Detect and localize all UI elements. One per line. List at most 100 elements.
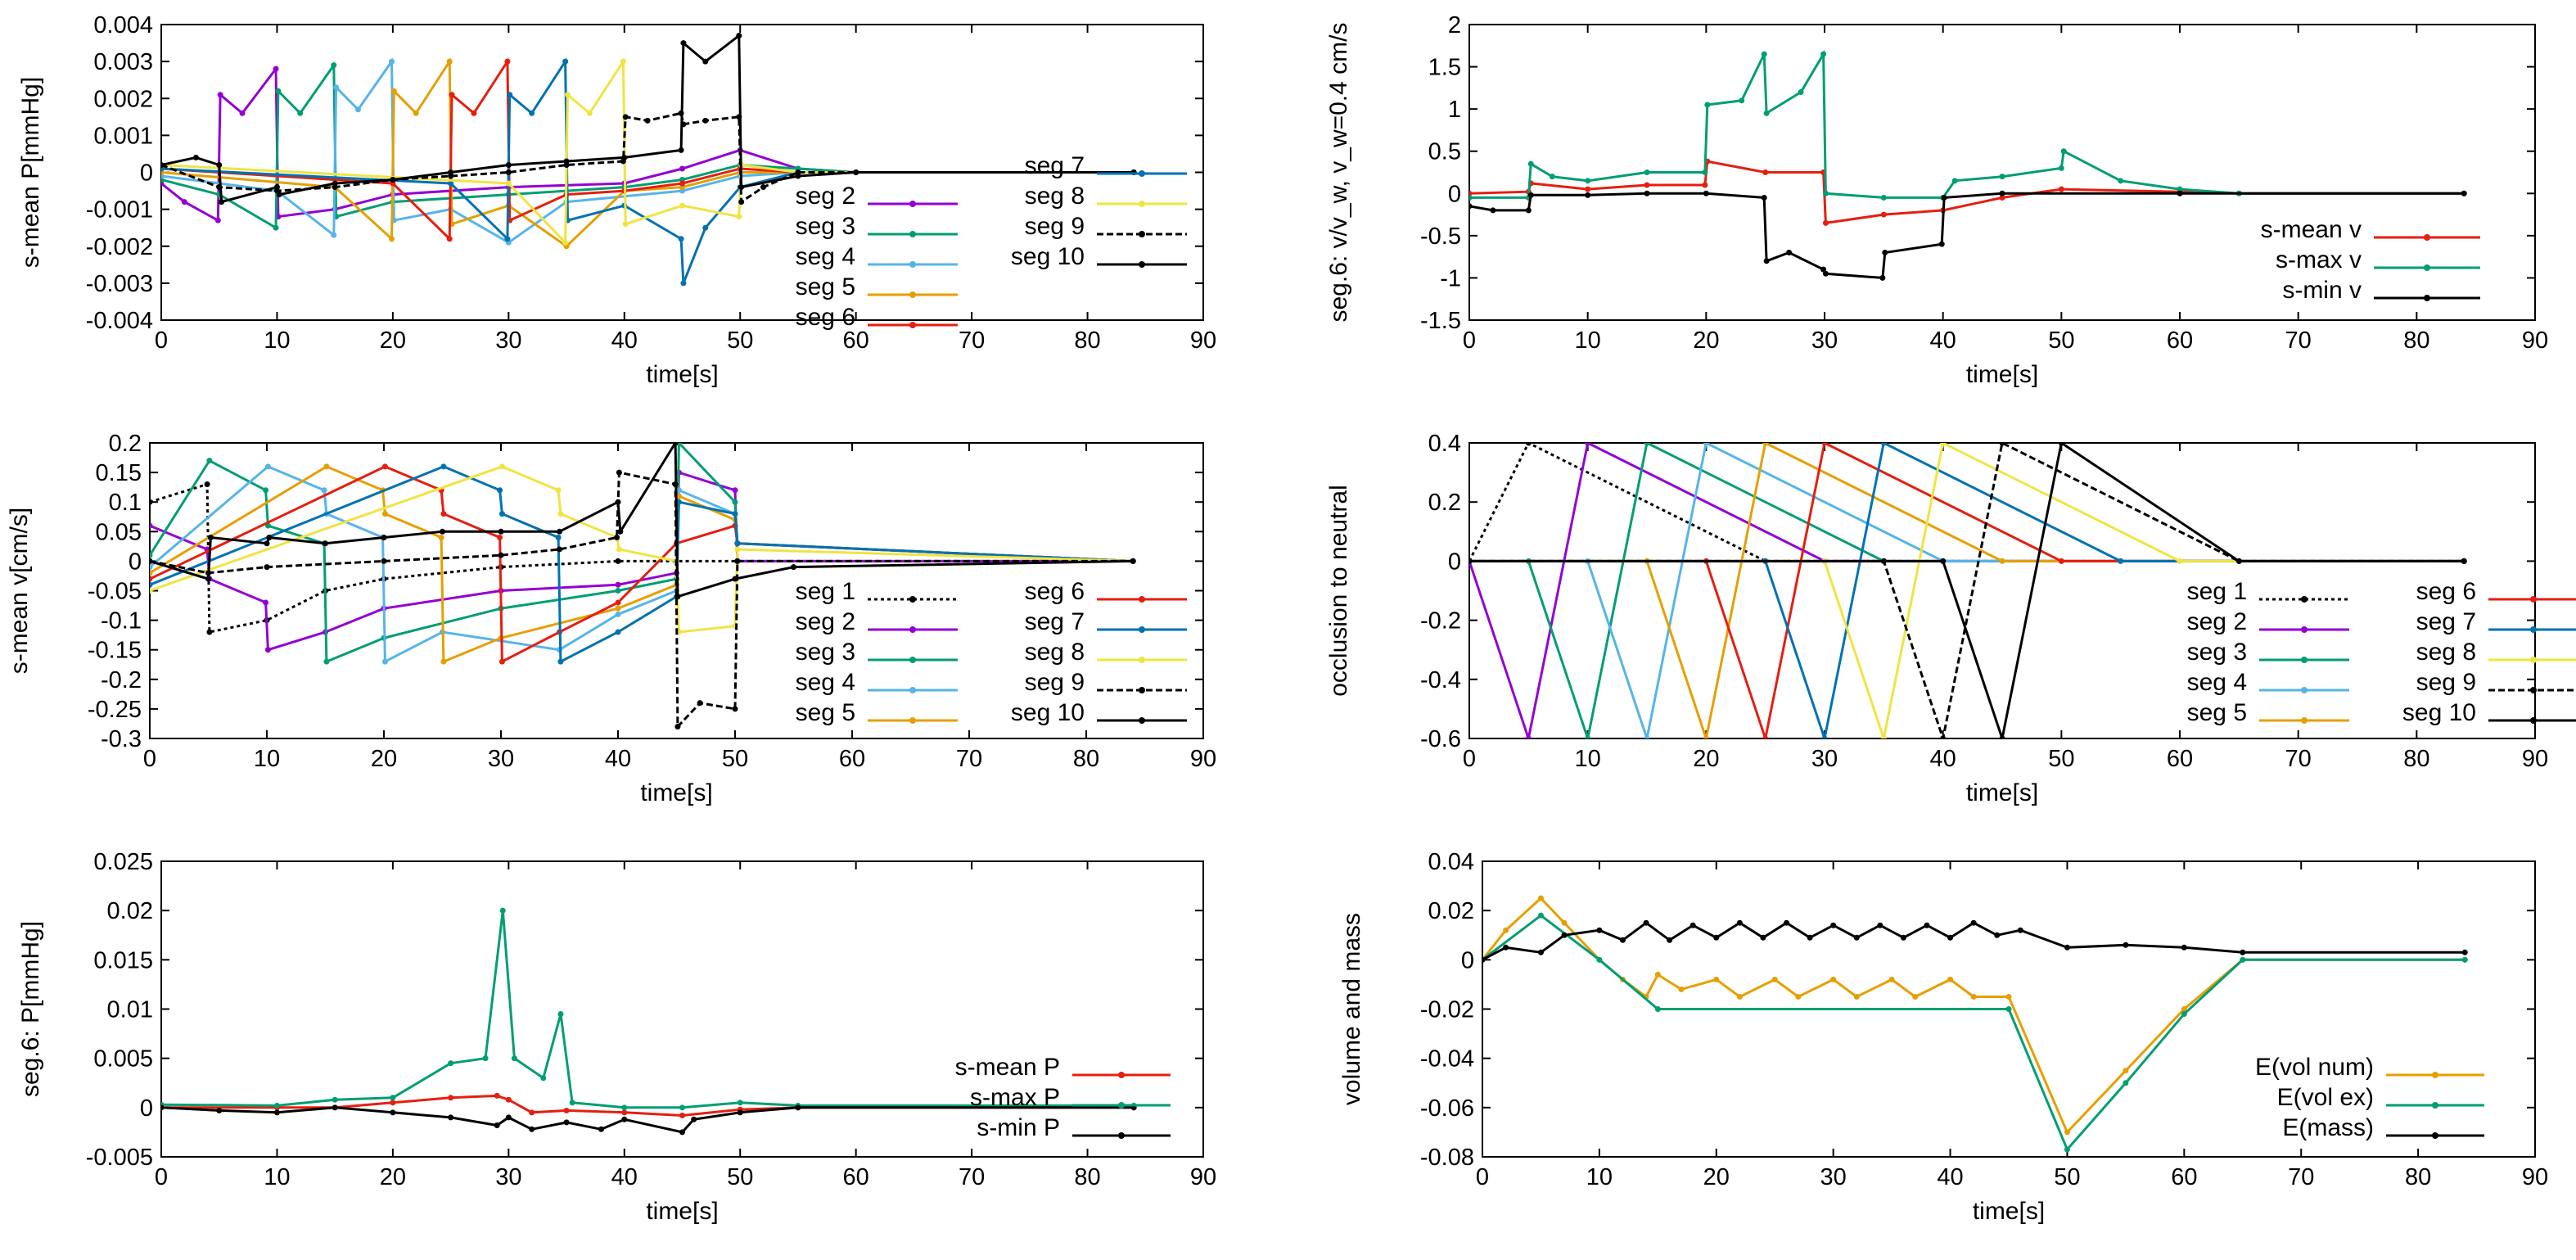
x-tick-label: 90 (1190, 746, 1216, 772)
data-point (150, 570, 153, 576)
data-point (586, 110, 593, 116)
data-point (438, 535, 444, 541)
data-point (494, 1092, 500, 1099)
data-point (679, 1129, 685, 1136)
x-tick-label: 90 (2522, 1164, 2548, 1190)
y-axis-label: seg.6: v/v_w, v_w=0.4 cm/s (1325, 23, 1352, 323)
legend-label: s-mean P (955, 1054, 1060, 1081)
x-tick-label: 40 (605, 746, 631, 772)
data-point (1482, 956, 1486, 963)
data-point (1690, 922, 1696, 928)
data-point (2064, 1129, 2070, 1136)
data-point (323, 658, 330, 665)
data-point (1999, 443, 2005, 446)
data-point (1947, 934, 1954, 941)
x-tick-label: 40 (1930, 746, 1956, 772)
data-point (1888, 976, 1895, 982)
y-tick-label: 0.015 (93, 947, 153, 973)
data-point (263, 487, 269, 494)
data-point (204, 481, 210, 488)
data-point (206, 629, 213, 635)
legend-marker (1139, 231, 1145, 237)
data-point (2064, 1146, 2070, 1153)
y-tick-label: 0.003 (93, 49, 153, 75)
data-point (276, 192, 282, 198)
data-point (354, 106, 361, 113)
y-tick-label: 1 (1448, 97, 1461, 123)
data-point (1820, 266, 1827, 273)
data-point (440, 511, 447, 517)
data-point (381, 558, 387, 564)
legend-marker (2432, 1132, 2438, 1139)
data-point (150, 558, 153, 564)
data-point (1786, 249, 1793, 255)
data-point (1527, 160, 1534, 167)
y-tick-label: -0.1 (101, 608, 142, 635)
data-point (1999, 194, 2005, 201)
data-point (1585, 192, 1591, 198)
data-point (2177, 558, 2183, 564)
data-point (1951, 178, 1958, 184)
series-line-s-mean-p (161, 1094, 1135, 1118)
x-tick-label: 80 (2405, 1164, 2431, 1190)
data-point (1469, 194, 1473, 201)
data-point (332, 1104, 338, 1111)
chart-p5: 0 10 20 30 40 50 60 70 80 90-0.00500.0050.010.015… (17, 849, 1216, 1225)
data-point (737, 1109, 743, 1116)
data-point (1667, 937, 1673, 943)
data-point (448, 1114, 454, 1121)
x-tick-label: 90 (1190, 1164, 1216, 1190)
data-point (505, 1096, 512, 1103)
data-point (1853, 934, 1860, 941)
data-point (390, 88, 397, 94)
x-tick-label: 10 (1586, 1164, 1613, 1190)
series-line-seg-1 (150, 482, 1134, 634)
data-point (440, 658, 447, 665)
y-tick-label: -0.15 (88, 638, 142, 664)
data-point (507, 92, 513, 98)
data-point (239, 110, 246, 116)
chart-p6: 0 10 20 30 40 50 60 70 80 90 -0.08 -0.06 -0.04 -0.02 0… (1338, 849, 2548, 1225)
series-line-s-mean-v (1469, 160, 2465, 225)
data-point (557, 511, 564, 517)
x-tick-label: 0 (143, 746, 156, 772)
y-tick-label: -0.005 (86, 1145, 153, 1171)
data-point (615, 599, 621, 606)
x-tick-label: 50 (722, 746, 748, 772)
x-tick-label: 20 (380, 327, 406, 354)
data-point (1762, 735, 1769, 738)
data-point (615, 629, 621, 635)
data-point (1525, 735, 1532, 738)
data-point (2060, 148, 2067, 155)
data-point (1736, 993, 1743, 1000)
data-point (448, 1095, 454, 1101)
data-point (2461, 190, 2467, 196)
y-tick-label: 0 (1461, 947, 1474, 973)
data-point (732, 576, 738, 582)
x-tick-label: 10 (1575, 746, 1601, 772)
legend-marker (909, 657, 916, 663)
legend-marker (2432, 1102, 2438, 1109)
data-point (1549, 174, 1555, 180)
data-point (388, 58, 395, 65)
data-point (505, 1114, 512, 1121)
data-point (795, 173, 801, 179)
x-tick-label: 90 (1190, 327, 1216, 354)
plot-frame (1468, 442, 2536, 739)
data-point (2058, 186, 2064, 192)
data-point (413, 110, 419, 116)
data-point (499, 463, 505, 470)
data-point (1940, 735, 1947, 738)
data-point (1970, 993, 1977, 1000)
x-tick-label: 60 (839, 746, 865, 772)
x-tick-label: 50 (727, 1164, 753, 1190)
x-tick-label: 50 (2054, 1164, 2080, 1190)
legend-label: s-max P (970, 1084, 1060, 1111)
data-point (264, 540, 270, 547)
data-point (2240, 949, 2246, 955)
x-tick-label: 30 (1811, 327, 1838, 354)
legend-label: seg 2 (2187, 608, 2247, 635)
x-tick-label: 30 (1811, 746, 1838, 772)
data-point (1469, 558, 1473, 564)
data-point (446, 236, 453, 242)
